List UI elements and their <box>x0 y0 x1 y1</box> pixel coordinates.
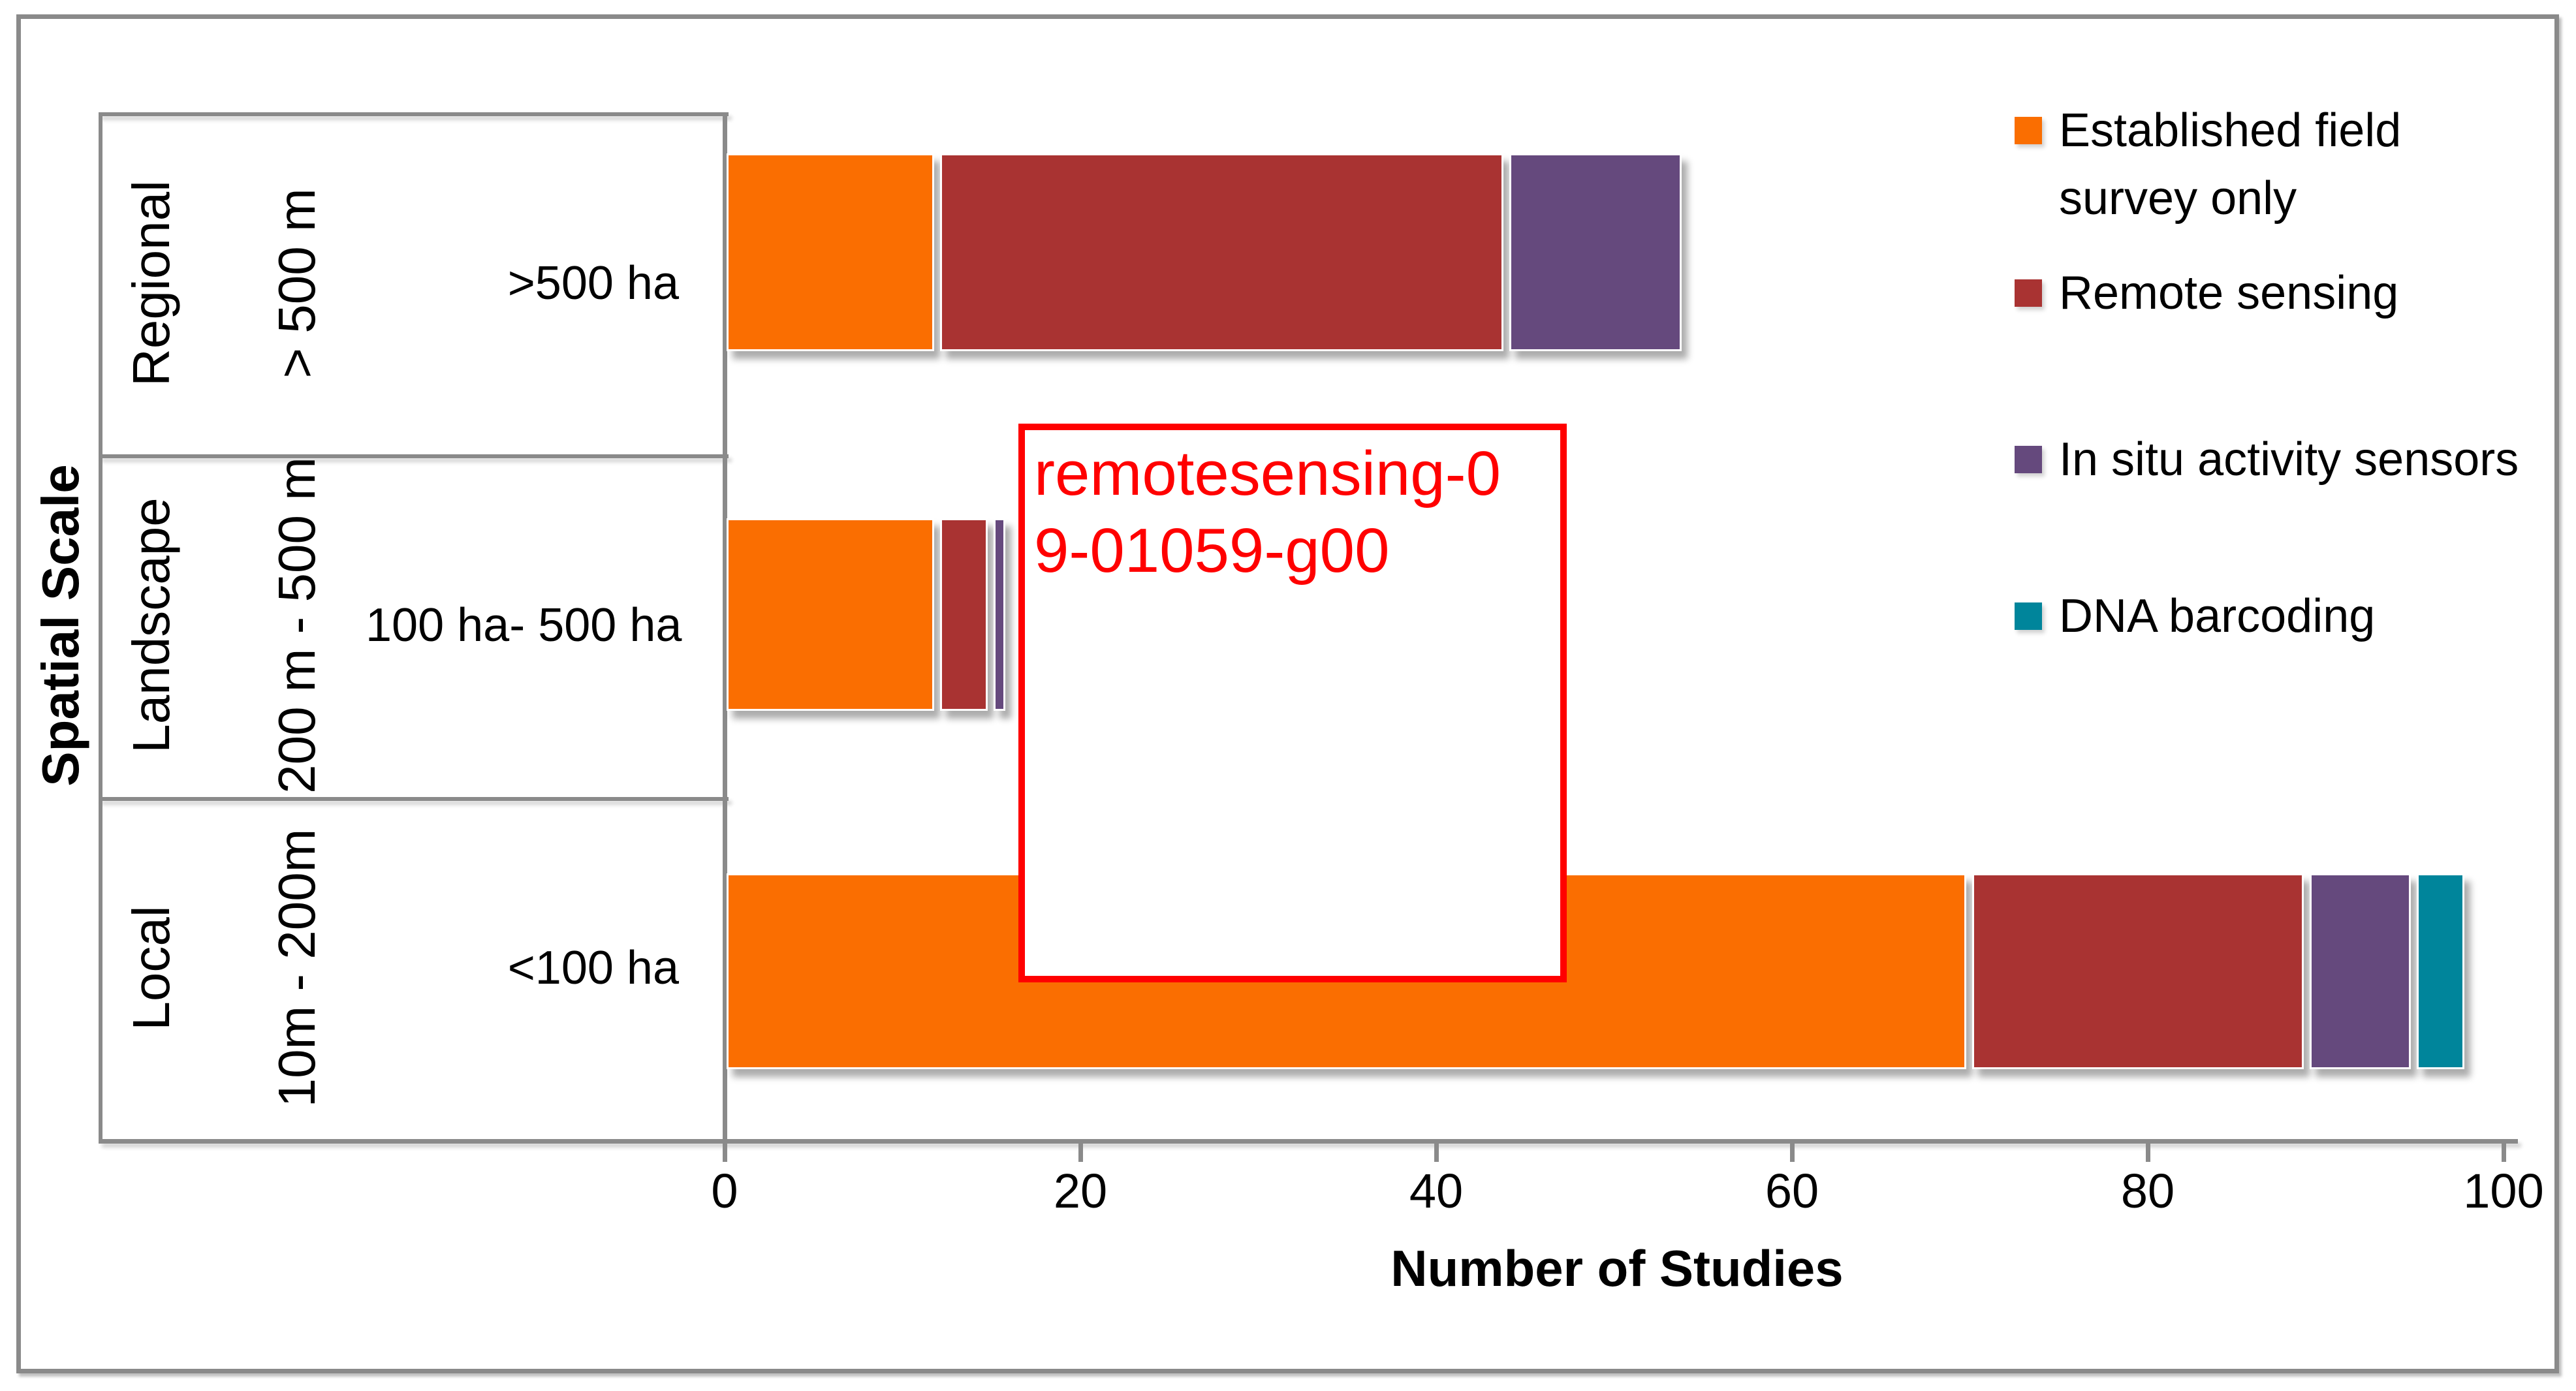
band-divider-landscape-local <box>99 797 729 801</box>
bar-segment-remote-sensing <box>940 153 1503 351</box>
y-axis-title: Spatial Scale <box>31 464 89 787</box>
legend-label: In situ activity sensors <box>2059 433 2519 486</box>
row-label-range-local: 10m - 200m <box>268 828 326 1108</box>
label-area-left-line <box>99 112 102 1143</box>
x-axis-tick-label: 0 <box>711 1164 738 1218</box>
watermark-box: remotesensing-0 9-01059-g00 <box>1018 424 1567 982</box>
bar-segment-in-situ-activity-sensors <box>993 518 1005 711</box>
x-axis-tick <box>1078 1142 1083 1162</box>
watermark-line-2: 9-01059-g00 <box>1034 516 1390 586</box>
row-label-scale-regional: Regional <box>122 180 180 386</box>
bar-segment-remote-sensing <box>1971 873 2304 1069</box>
x-axis-tick <box>2146 1142 2150 1162</box>
row-label-scale-local: Local <box>122 905 180 1031</box>
legend-swatch-remote-sensing-icon <box>2015 279 2042 307</box>
row-label-range-regional: > 500 m <box>268 188 326 379</box>
x-axis-line <box>99 1139 2518 1144</box>
legend-label: Established field survey only <box>2059 104 2402 225</box>
band-divider-top <box>99 112 729 116</box>
x-axis-tick-label: 60 <box>1765 1164 1819 1218</box>
row-label-area-landscape: 100 ha- 500 ha <box>366 599 682 651</box>
watermark-line-1: remotesensing-0 <box>1034 439 1501 508</box>
figure-border <box>16 14 2559 1373</box>
legend-swatch-dna-barcoding-icon <box>2015 602 2042 630</box>
x-axis-tick <box>723 1142 727 1162</box>
legend-swatch-in-situ-activity-sensors-icon <box>2015 446 2042 473</box>
row-label-area-local: <100 ha <box>507 942 679 994</box>
bar-segment-in-situ-activity-sensors <box>2310 873 2411 1069</box>
x-axis-tick-label: 20 <box>1053 1164 1108 1218</box>
x-axis-tick-label: 100 <box>2463 1164 2544 1218</box>
x-axis-tick-label: 80 <box>2120 1164 2175 1218</box>
legend-item: Remote sensing <box>2015 267 2398 327</box>
band-divider-regional-landscape <box>99 454 729 458</box>
row-label-scale-landscape: Landscape <box>122 497 180 753</box>
y-axis-line <box>723 112 727 1143</box>
bar-segment-remote-sensing <box>940 518 988 711</box>
x-axis-tick <box>1434 1142 1439 1162</box>
row-label-area-regional: >500 ha <box>507 257 679 309</box>
legend-label: DNA barcoding <box>2059 590 2376 642</box>
x-axis-tick <box>2502 1142 2506 1162</box>
x-axis-title: Number of Studies <box>1390 1240 1844 1297</box>
legend-swatch-established-field-survey-only-icon <box>2015 117 2042 144</box>
legend-label: Remote sensing <box>2059 267 2399 319</box>
x-axis-tick <box>1790 1142 1795 1162</box>
x-axis-tick-label: 40 <box>1409 1164 1464 1218</box>
legend-item: Established field survey only <box>2015 104 2401 232</box>
legend-item: In situ activity sensors <box>2015 433 2519 493</box>
bar-segment-in-situ-activity-sensors <box>1509 153 1682 351</box>
bar-segment-established-field-survey-only <box>727 153 934 351</box>
row-label-range-landscape: 200 m - 500 m <box>268 457 326 794</box>
legend-item: DNA barcoding <box>2015 590 2375 650</box>
bar-segment-established-field-survey-only <box>727 518 934 711</box>
bar-segment-dna-barcoding <box>2416 873 2464 1069</box>
